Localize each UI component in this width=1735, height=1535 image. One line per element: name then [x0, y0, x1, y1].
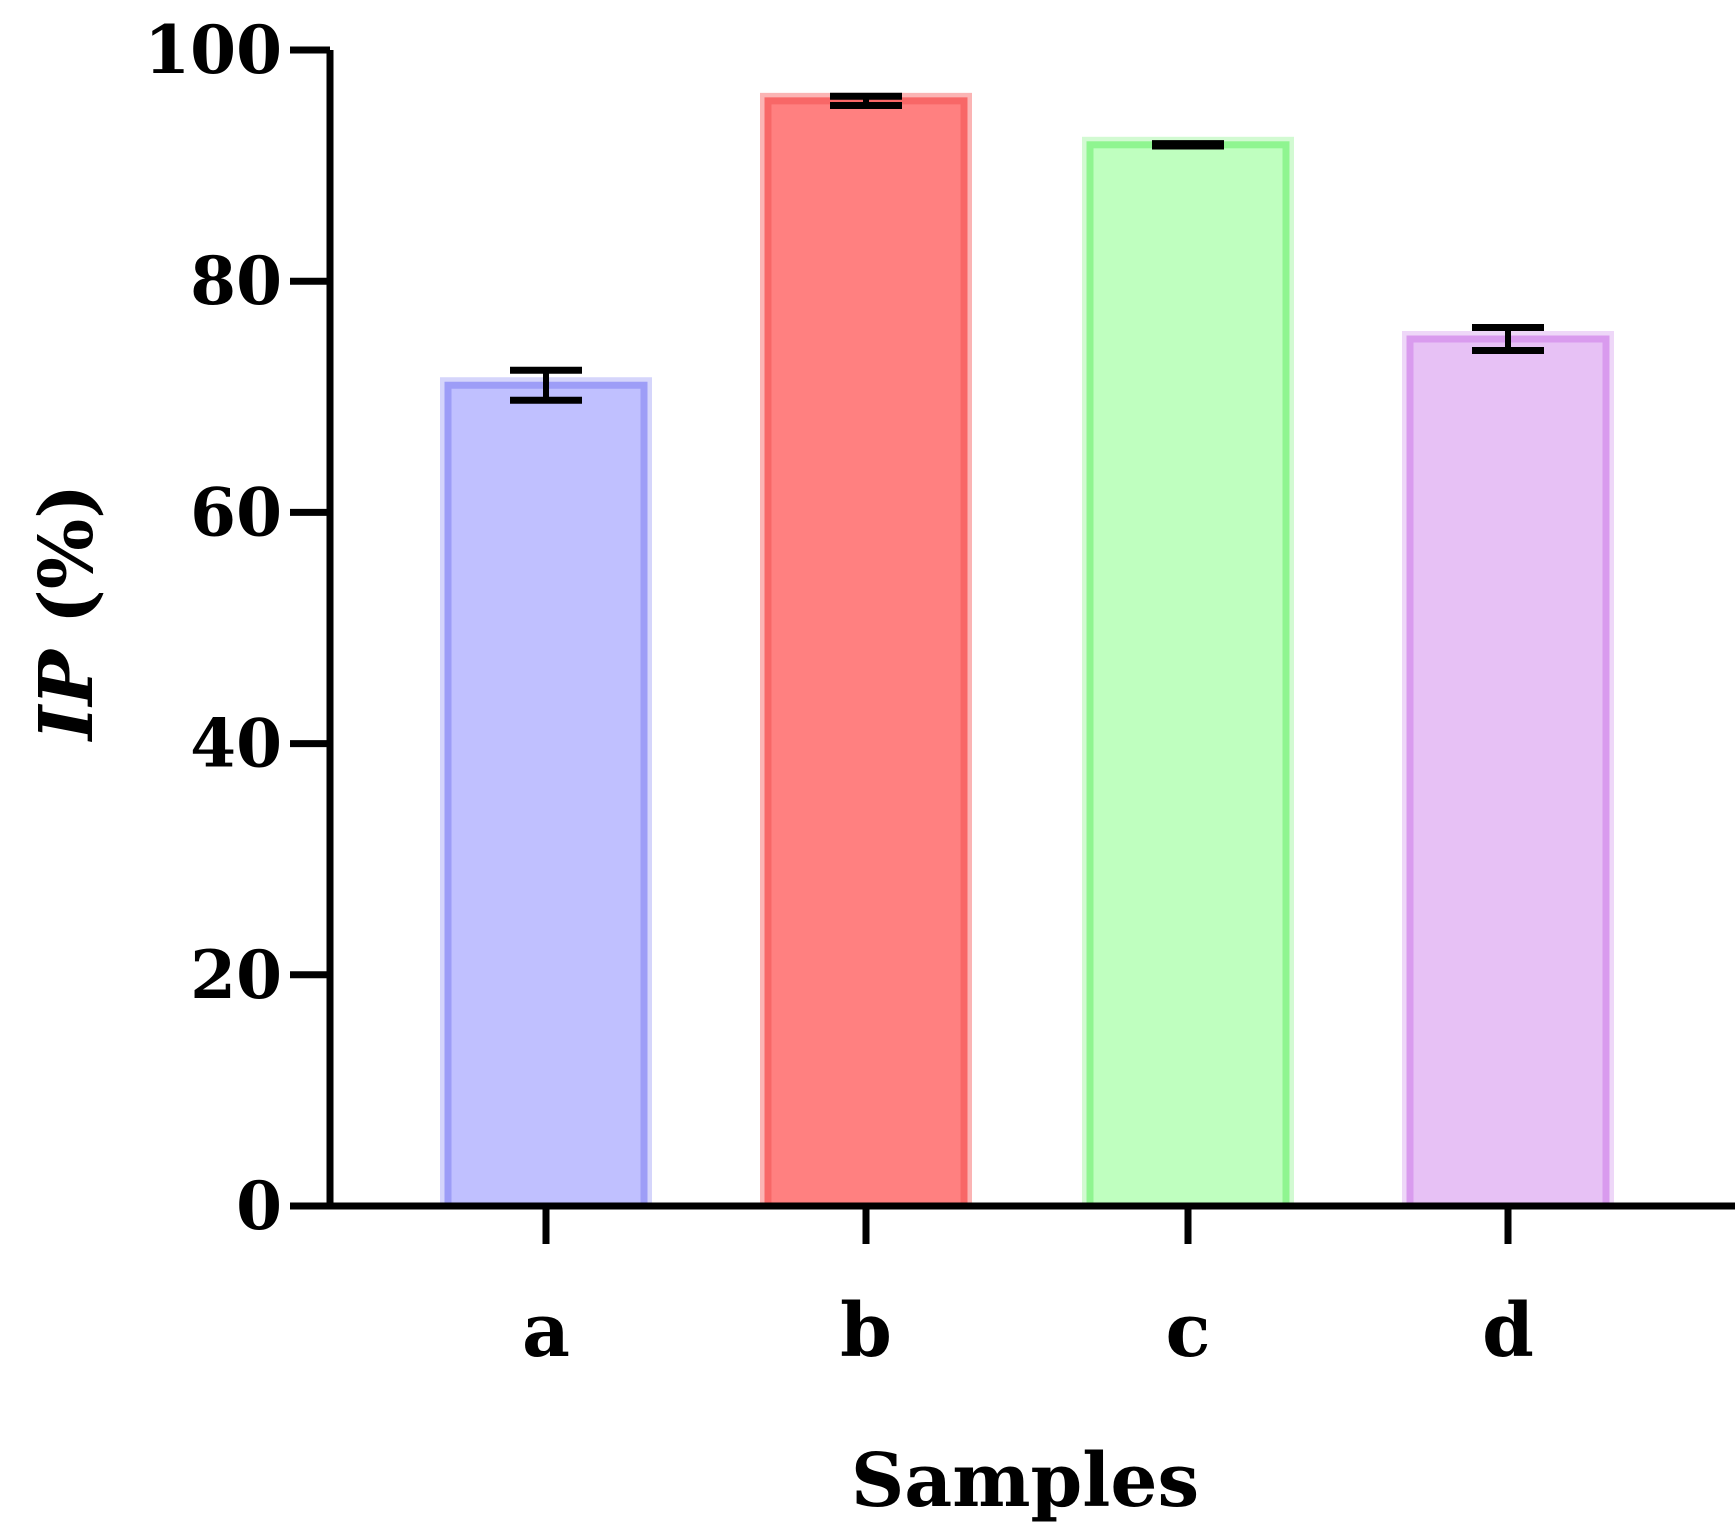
y-ticks: 0 20 40 60 80 100: [144, 11, 330, 1245]
y-tick-label-80: 80: [190, 242, 282, 320]
y-axis-title-unit: (%): [24, 484, 110, 650]
y-tick-label-60: 60: [190, 473, 282, 551]
x-axis-title: Samples: [851, 1438, 1199, 1524]
bar-c: [1086, 141, 1290, 1210]
y-tick-label-0: 0: [236, 1167, 282, 1245]
error-bars-layer: [510, 92, 1544, 404]
bar-a: [444, 381, 648, 1210]
y-tick-label-20: 20: [190, 936, 282, 1014]
x-tick-label-c: c: [1165, 1288, 1210, 1374]
y-tick-label-100: 100: [144, 11, 282, 89]
x-ticks: a b c d: [522, 1206, 1534, 1374]
bars-layer: [440, 92, 1614, 1210]
axes: [290, 50, 1735, 1210]
x-tick-label-b: b: [840, 1288, 892, 1374]
x-tick-label-d: d: [1482, 1288, 1534, 1374]
y-axis-title: IP (%): [24, 484, 110, 742]
bar-d: [1406, 335, 1610, 1210]
bar-b: [764, 97, 968, 1210]
y-tick-label-40: 40: [190, 705, 282, 783]
y-axis-title-italic: IP: [24, 648, 110, 743]
x-tick-label-a: a: [522, 1288, 570, 1374]
